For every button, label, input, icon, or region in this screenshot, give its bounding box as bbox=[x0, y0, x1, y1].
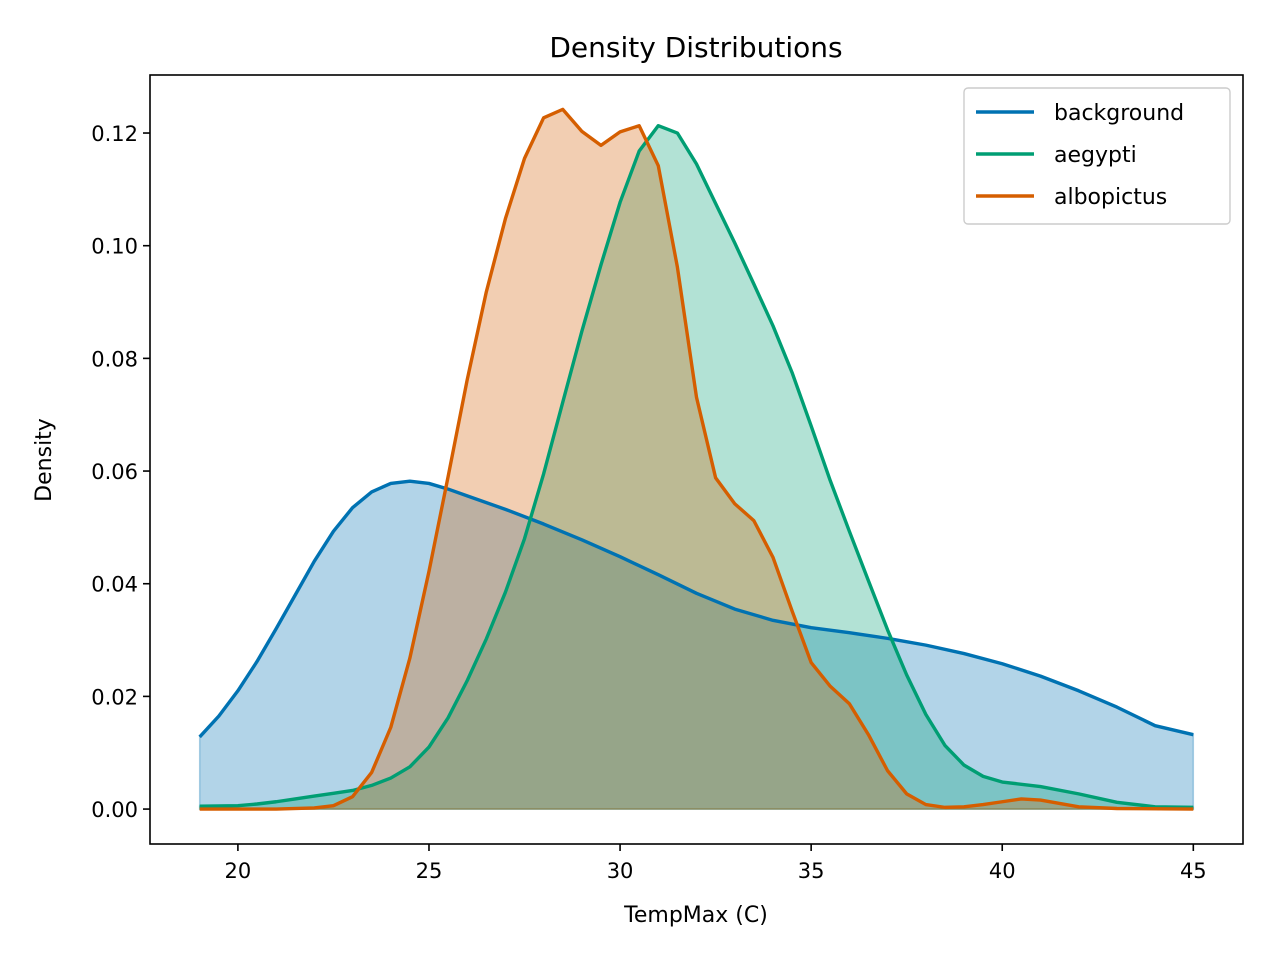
plot-frame bbox=[149, 74, 1244, 845]
y-axis-label: Density bbox=[32, 418, 57, 502]
y-tick-label: 0.02 bbox=[91, 685, 138, 709]
x-tick-label: 25 bbox=[416, 859, 443, 883]
x-tick-label: 45 bbox=[1180, 859, 1207, 883]
series-line-aegypti bbox=[199, 124, 1194, 810]
y-tick-label: 0.04 bbox=[91, 573, 138, 597]
legend-box bbox=[963, 87, 1231, 225]
x-tick-label: 35 bbox=[798, 859, 825, 883]
legend-label-albopictus: albopictus bbox=[1054, 185, 1167, 210]
y-tick-label: 0.12 bbox=[91, 122, 138, 146]
legend: background aegypti albopictus bbox=[963, 87, 1231, 225]
legend-label-background: background bbox=[1054, 101, 1184, 126]
series-line-background bbox=[198, 479, 1194, 739]
x-axis: 20 25 30 35 40 45 bbox=[225, 844, 1207, 883]
x-tick-label: 40 bbox=[989, 859, 1016, 883]
x-tick-label: 20 bbox=[225, 859, 252, 883]
y-axis: 0.00 0.02 0.04 0.06 0.08 0.10 0.12 bbox=[91, 122, 150, 822]
y-tick-label: 0.08 bbox=[91, 347, 138, 371]
series-line-albopictus bbox=[199, 107, 1194, 811]
legend-label-aegypti: aegypti bbox=[1054, 143, 1137, 168]
chart-title: Density Distributions bbox=[549, 31, 842, 64]
y-tick-label: 0.06 bbox=[91, 460, 138, 484]
x-axis-label: TempMax (C) bbox=[623, 903, 768, 928]
y-tick-label: 0.10 bbox=[91, 235, 138, 259]
y-tick-label: 0.00 bbox=[91, 798, 138, 822]
x-tick-label: 30 bbox=[607, 859, 634, 883]
plot-area bbox=[149, 74, 1244, 845]
